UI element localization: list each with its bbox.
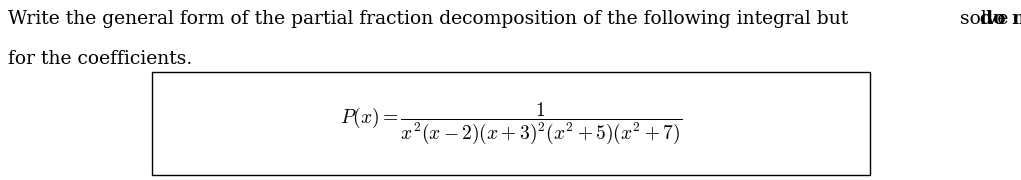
Text: Write the general form of the partial fraction decomposition of the following in: Write the general form of the partial fr…: [8, 10, 855, 28]
Text: do not: do not: [980, 10, 1021, 28]
Text: $P(x) = \dfrac{1}{x^2(x-2)(x+3)^2(x^2+5)(x^2+7)}$: $P(x) = \dfrac{1}{x^2(x-2)(x+3)^2(x^2+5)…: [340, 101, 682, 146]
Bar: [152, 72, 870, 175]
Text: solve: solve: [955, 10, 1009, 28]
Text: for the coefficients.: for the coefficients.: [8, 50, 192, 68]
